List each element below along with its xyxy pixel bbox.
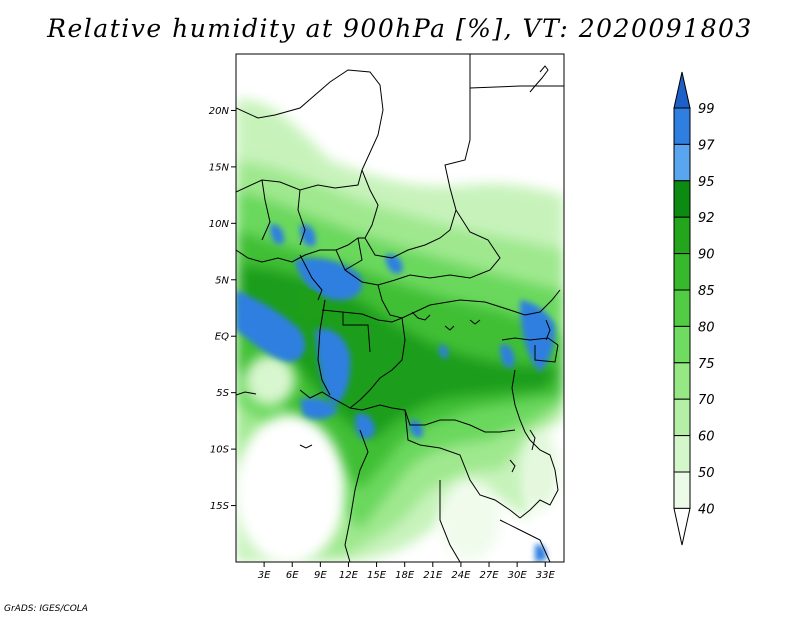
colorbar-label: 99 [698, 102, 715, 117]
lon-tick-label: 15E [367, 570, 387, 581]
colorbar-swatch [673, 435, 691, 473]
colorbar-swatch [673, 398, 691, 437]
map-title: Relative humidity at 900hPa [%], VT: 202… [47, 14, 753, 43]
colorbar-swatch [673, 325, 691, 364]
colorbar-swatch [673, 289, 691, 327]
lat-tick-label: 15N [209, 162, 230, 173]
colorbar-label: 80 [698, 320, 715, 335]
lon-tick-label: 33E [536, 570, 556, 581]
colorbar-swatch [673, 143, 691, 182]
colorbar-label: 60 [698, 430, 715, 445]
colorbar: 99 97 95 92 90 85 80 75 70 60 50 40 [673, 71, 715, 546]
lon-tick-label: 3E [258, 570, 271, 581]
lon-tick-label: 9E [314, 570, 327, 581]
lat-tick-label: 10N [209, 219, 230, 230]
colorbar-label: 95 [698, 175, 715, 190]
colorbar-label: 50 [698, 466, 715, 481]
lat-tick-label: 10S [210, 445, 230, 456]
lat-tick-label: 20N [209, 106, 230, 117]
longitude-axis: 3E 6E 9E 12E 15E 18E 21E 24E 27E 30E 33E [258, 562, 556, 581]
lat-tick-label: EQ [215, 332, 229, 343]
lon-tick-label: 24E [451, 570, 471, 581]
colorbar-swatch [673, 107, 691, 145]
colorbar-top-arrow [673, 71, 691, 109]
lon-tick-label: 18E [395, 570, 415, 581]
colorbar-swatch [673, 216, 691, 255]
lon-tick-label: 6E [286, 570, 299, 581]
colorbar-label: 40 [698, 502, 715, 517]
colorbar-swatch [673, 471, 691, 509]
lon-tick-label: 12E [339, 570, 359, 581]
lat-tick-label: 5S [216, 388, 229, 399]
map-frame [235, 53, 565, 563]
colorbar-swatch [673, 180, 691, 218]
colorbar-label: 92 [698, 211, 715, 226]
colorbar-label: 85 [698, 284, 715, 299]
colorbar-label: 75 [698, 357, 715, 372]
credit-label: GrADS: IGES/COLA [4, 604, 88, 614]
lon-tick-label: 27E [480, 570, 500, 581]
colorbar-label: 97 [698, 138, 715, 153]
lat-tick-label: 5N [215, 275, 229, 286]
colorbar-label: 70 [698, 393, 715, 408]
colorbar-label: 90 [698, 248, 715, 263]
lon-tick-label: 21E [423, 570, 443, 581]
lat-tick-label: 15S [210, 501, 230, 512]
colorbar-swatch [673, 253, 691, 291]
humidity-field [236, 54, 564, 562]
colorbar-swatch [673, 362, 691, 400]
political-boundaries [236, 54, 564, 562]
colorbar-bottom-arrow [673, 507, 691, 546]
latitude-axis: 20N 15N 10N 5N EQ 5S 10S 15S [209, 106, 236, 512]
lon-tick-label: 30E [508, 570, 528, 581]
